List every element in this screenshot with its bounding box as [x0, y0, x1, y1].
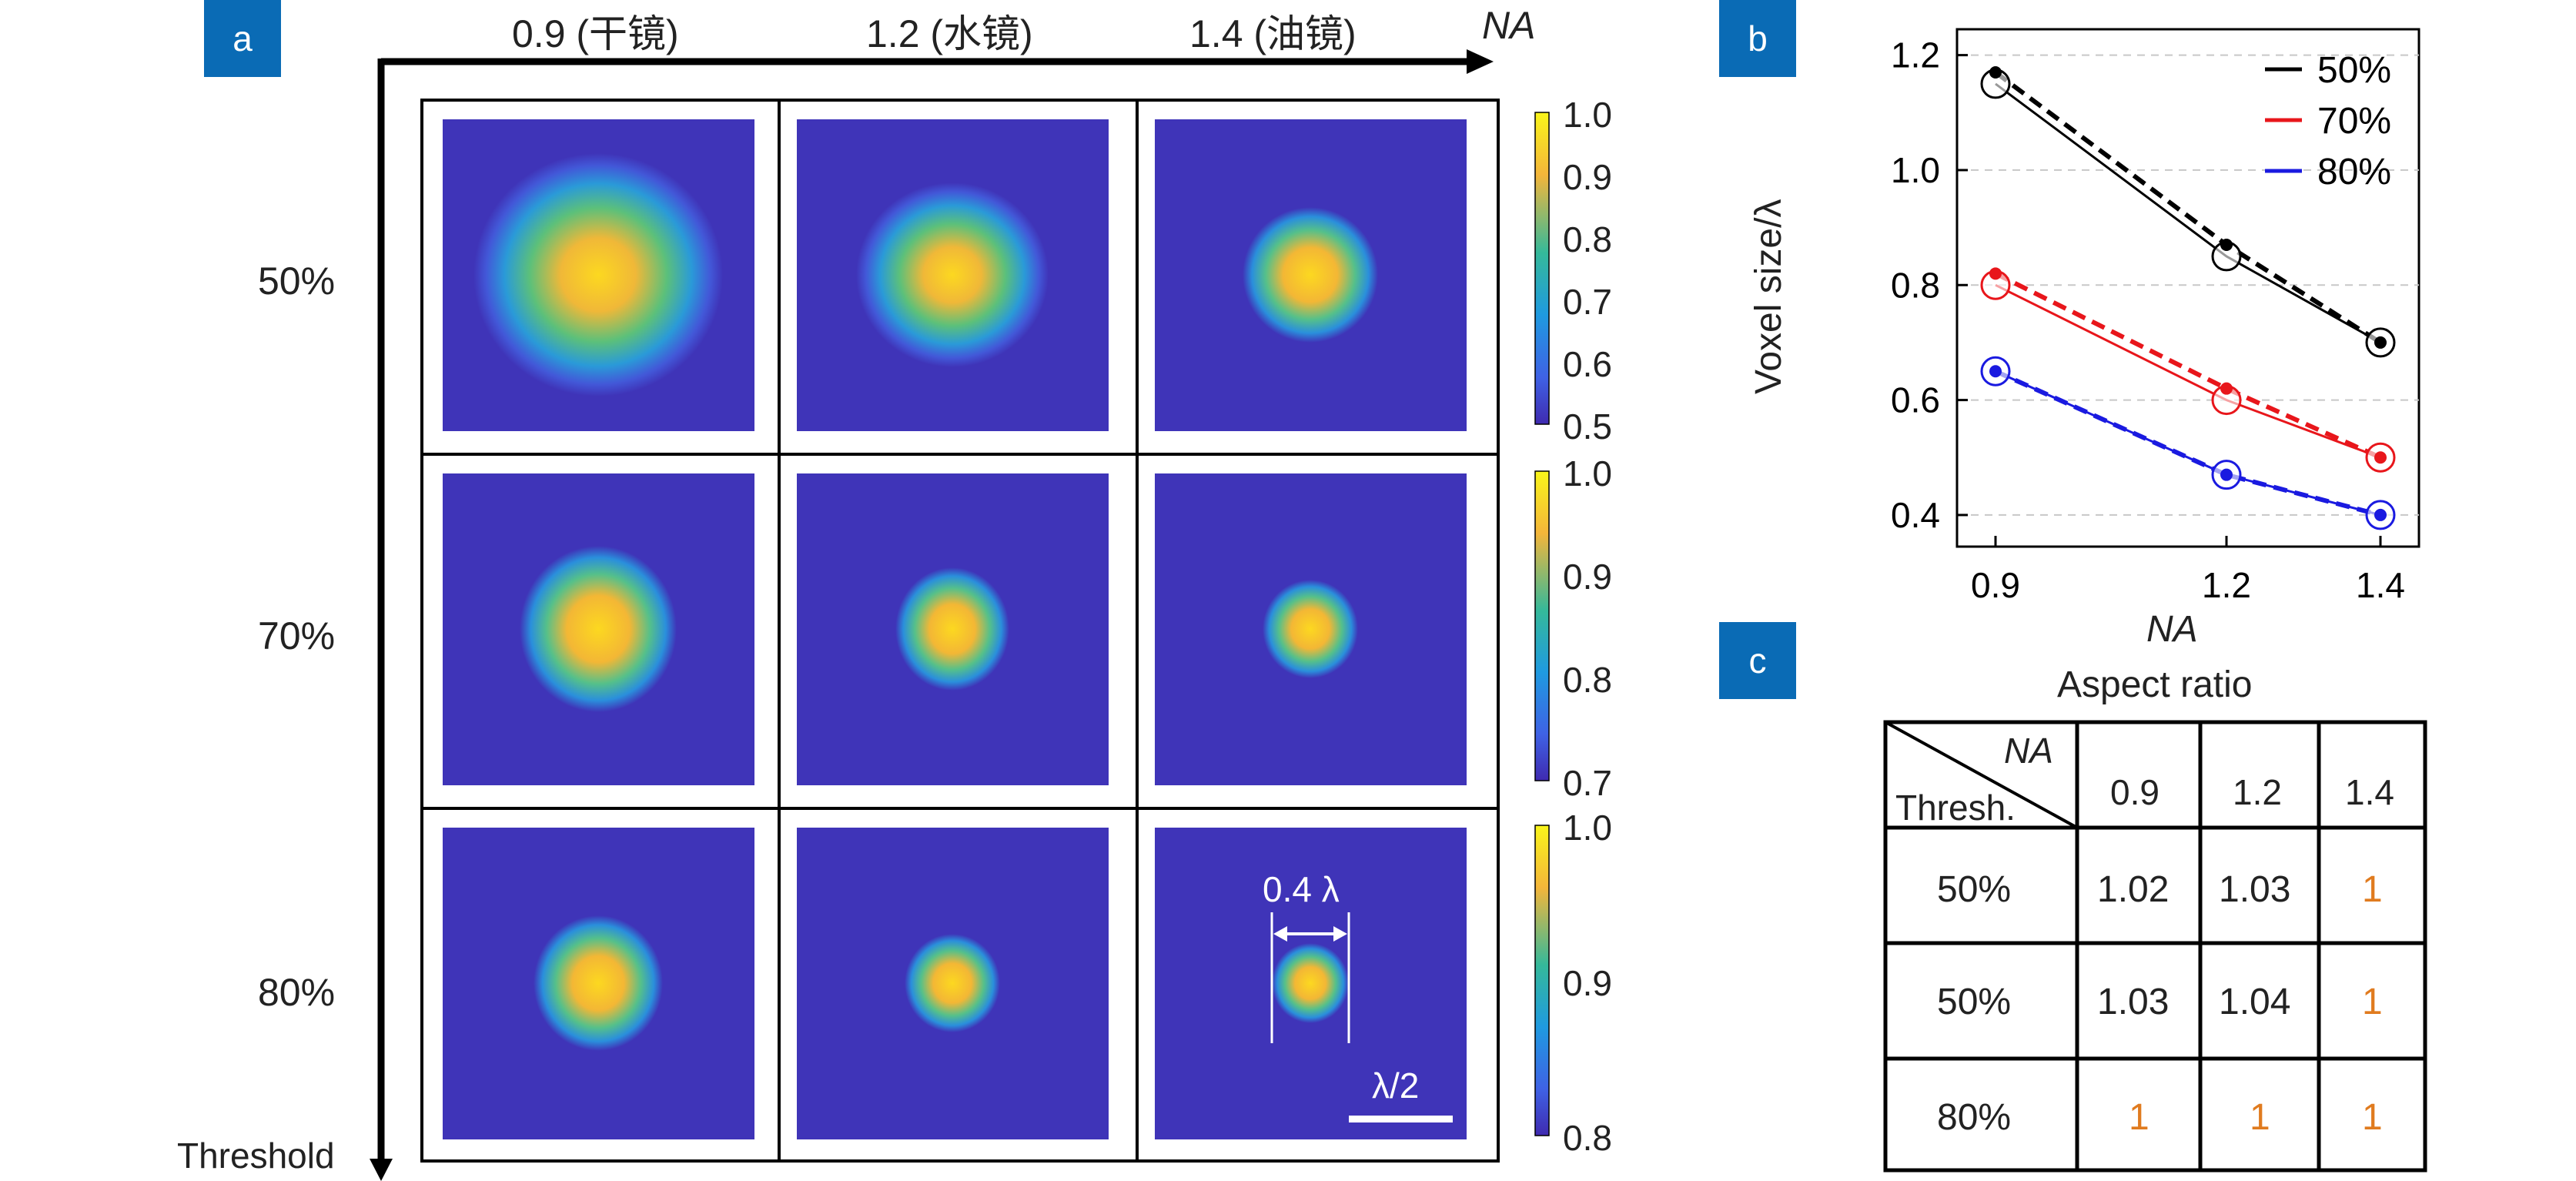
colorbar-tick: 0.8 — [1563, 660, 1612, 700]
table-cell: 1.03 — [2097, 982, 2170, 1022]
colorbar-tick: 1.0 — [1563, 808, 1612, 848]
na-axis-label: NA — [1482, 4, 1536, 47]
column-label: 1.4 (油镜) — [1189, 12, 1357, 55]
table-cell: 1.02 — [2097, 869, 2170, 910]
filled-marker — [1989, 267, 2002, 280]
colorbar — [1534, 470, 1550, 781]
colorbar-tick: 0.8 — [1563, 1118, 1612, 1158]
scale-bar-label: λ/2 — [1372, 1066, 1420, 1106]
table-col-header: 1.4 — [2345, 772, 2394, 812]
colorbar-tick: 1.0 — [1563, 453, 1612, 493]
annotation-arrowhead — [1273, 926, 1287, 942]
colorbar — [1534, 112, 1550, 425]
focal-spot — [1243, 207, 1378, 343]
panel-a-tag-text: a — [233, 18, 253, 59]
focal-spot — [1263, 580, 1358, 678]
focal-spot — [520, 546, 677, 712]
x-tick-label: 1.2 — [2202, 565, 2251, 605]
table-cell: 1 — [2362, 869, 2383, 910]
focal-spot — [895, 567, 1009, 691]
table-row-label: 80% — [1937, 1097, 2012, 1138]
focal-spot — [856, 182, 1049, 367]
plot-frame — [1955, 28, 2420, 548]
width-annotation-label: 0.4 λ — [1263, 869, 1340, 909]
legend-label: 70% — [2317, 101, 2391, 142]
filled-marker — [2374, 451, 2387, 464]
column-label: 1.2 (水镜) — [866, 12, 1033, 55]
colorbar-tick: 0.7 — [1563, 282, 1612, 322]
table-row-label: 50% — [1937, 869, 2012, 910]
table-cell: 1 — [2129, 1097, 2149, 1138]
y-tick-label: 0.4 — [1891, 495, 1940, 535]
colorbar-tick: 0.8 — [1563, 219, 1612, 259]
filled-marker — [2220, 382, 2233, 395]
table-cell: 1 — [2362, 982, 2383, 1022]
focal-spot — [905, 934, 1000, 1032]
table-row-label: 50% — [1937, 982, 2012, 1022]
table-cell: 1.03 — [2219, 869, 2291, 910]
panel-b-tag: b — [1719, 0, 1796, 77]
colorbar-tick: 0.9 — [1563, 557, 1612, 597]
row-label: 80% — [258, 971, 336, 1014]
table-cell: 1 — [2362, 1097, 2383, 1138]
legend-label: 80% — [2317, 152, 2391, 192]
grid-frame — [420, 99, 1500, 1163]
x-tick-label: 1.4 — [2356, 565, 2405, 605]
colorbar-tick: 0.9 — [1563, 963, 1612, 1003]
table-cell: 1.04 — [2219, 982, 2291, 1022]
filled-marker — [2374, 336, 2387, 349]
na-axis-arrowhead — [1467, 49, 1494, 74]
colorbar-tick: 0.9 — [1563, 157, 1612, 197]
panel-c-tag: c — [1719, 622, 1796, 699]
table-title: Aspect ratio — [2057, 664, 2253, 705]
x-tick-label: 0.9 — [1971, 565, 2020, 605]
filled-marker — [2220, 239, 2233, 251]
table-corner-bottom: Thresh. — [1895, 788, 2016, 828]
row-label: 50% — [258, 259, 336, 303]
threshold-axis-label: Threshold — [177, 1136, 335, 1176]
colorbar — [1534, 825, 1550, 1136]
row-label: 70% — [258, 614, 336, 657]
colorbar-tick: 0.5 — [1563, 406, 1612, 447]
filled-marker — [1989, 365, 2002, 378]
table-corner-top: NA — [2004, 731, 2053, 771]
panel-a-tag: a — [204, 0, 281, 77]
table-corner-diagonal — [1885, 721, 2078, 829]
filled-marker — [2220, 468, 2233, 481]
table-col-header: 0.9 — [2110, 772, 2159, 812]
legend-label: 50% — [2317, 50, 2391, 91]
y-tick-label: 0.6 — [1891, 380, 1940, 420]
focal-spot — [1272, 943, 1349, 1023]
focal-spot — [473, 153, 723, 396]
focal-spot — [534, 915, 663, 1051]
annotation-arrowhead — [1333, 926, 1347, 942]
colorbar-tick: 0.6 — [1563, 344, 1612, 384]
scale-bar — [1349, 1116, 1453, 1122]
panel-b-tag-text: b — [1748, 18, 1768, 59]
panel-c-tag-text: c — [1748, 641, 1767, 681]
colorbar-tick: 0.7 — [1563, 763, 1612, 803]
table-cell: 1 — [2250, 1097, 2270, 1138]
colorbar-tick: 1.0 — [1563, 95, 1612, 135]
filled-marker — [1989, 66, 2002, 79]
threshold-axis-arrowhead — [370, 1159, 393, 1181]
column-label: 0.9 (干镜) — [512, 12, 679, 55]
series-line-dashed — [1994, 271, 2382, 460]
filled-marker — [2374, 508, 2387, 521]
y-tick-label: 1.2 — [1891, 35, 1940, 75]
y-tick-label: 0.8 — [1891, 265, 1940, 305]
table-frame — [1883, 720, 2427, 1173]
x-axis-label: NA — [2146, 609, 2198, 650]
y-tick-label: 1.0 — [1891, 150, 1940, 190]
table-col-header: 1.2 — [2233, 772, 2282, 812]
